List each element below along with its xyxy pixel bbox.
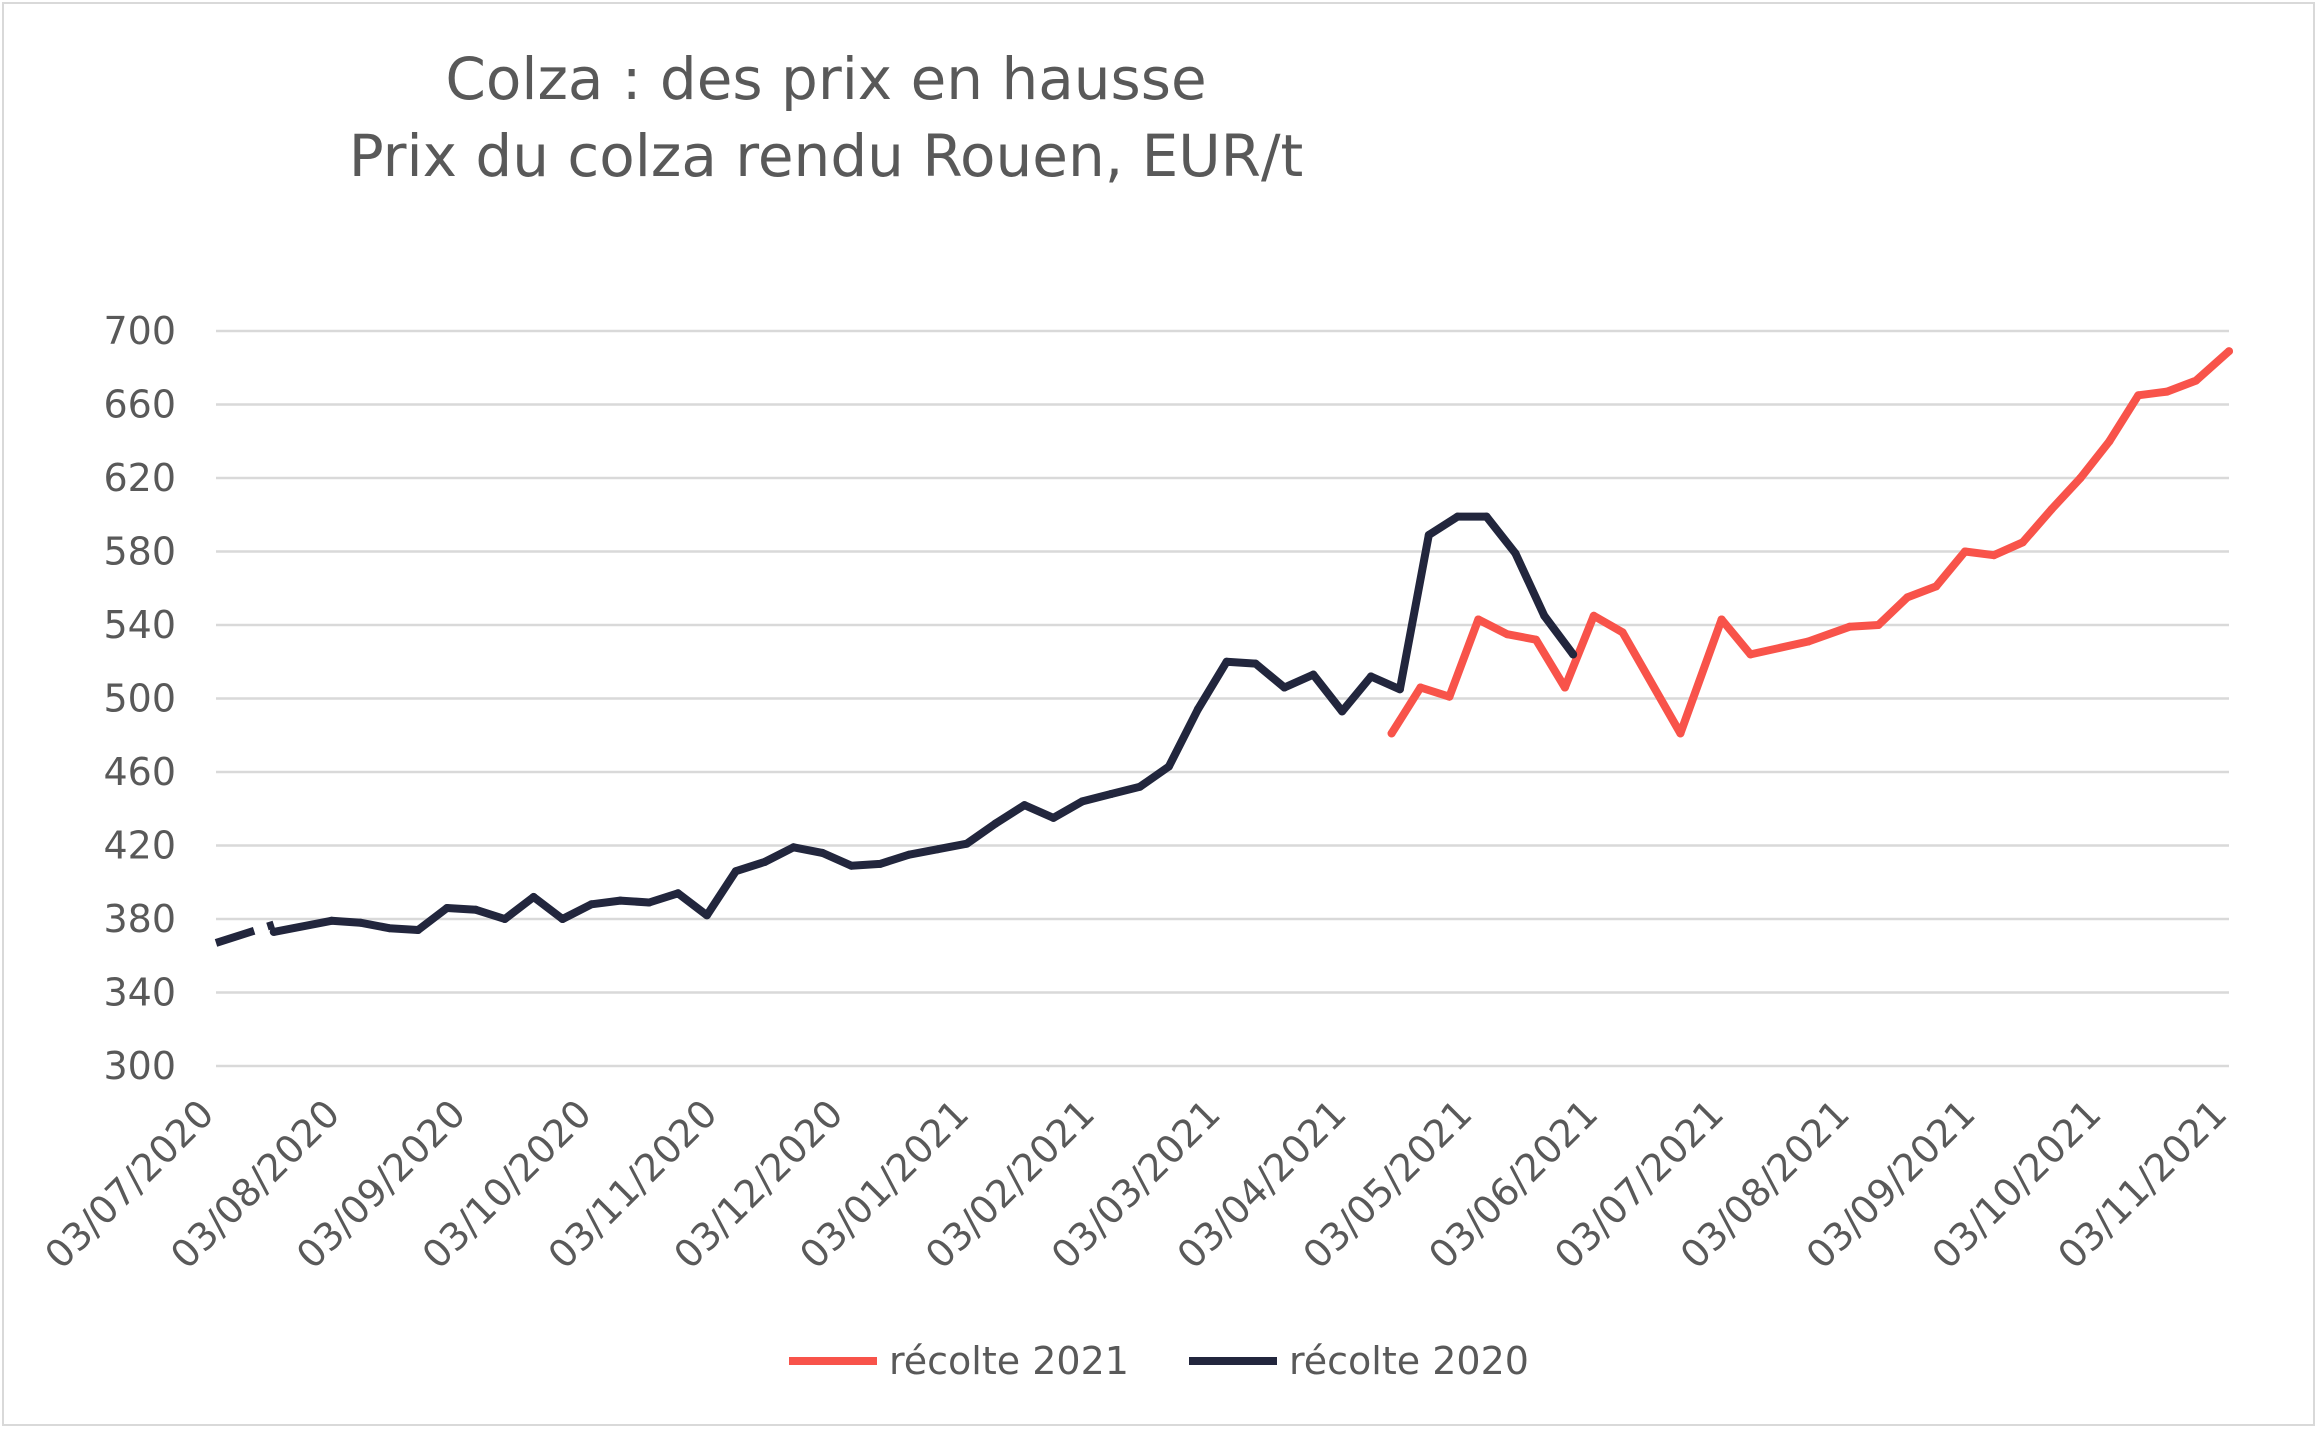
- series-recolte-2020-line: [269, 512, 1578, 936]
- series-recolte-2020-point: [760, 858, 769, 866]
- series-recolte-2021-point: [2105, 437, 2114, 446]
- y-tick-label: 380: [103, 897, 176, 941]
- legend-label: récolte 2021: [889, 1339, 1129, 1383]
- series-recolte-2021-point: [1746, 650, 1755, 659]
- series-recolte-2021-point: [1845, 622, 1854, 631]
- series-recolte-2021-point: [2225, 347, 2233, 356]
- y-tick-label: 540: [103, 603, 176, 647]
- y-tick-label: 500: [103, 677, 176, 721]
- y-axis-ticks: 300 340 380 420 460 500 540 580 620 660 700: [103, 309, 176, 1088]
- legend-item-recolte-2020: récolte 2020: [1189, 1339, 1529, 1383]
- series-recolte-2021-point: [2163, 387, 2172, 396]
- series-recolte-2021-point: [1618, 628, 1627, 637]
- series-recolte-2020-point: [1136, 782, 1144, 791]
- series-recolte-2020-point: [327, 916, 336, 925]
- series-recolte-2021-point: [1717, 615, 1726, 624]
- series-recolte-2020-point: [356, 918, 365, 927]
- series-recolte-2021-point: [1676, 729, 1685, 738]
- series-recolte-2020-point: [847, 861, 856, 870]
- series-recolte-2020-point: [991, 819, 1000, 828]
- y-tick-label: 300: [103, 1044, 176, 1088]
- series-recolte-2020-point: [1540, 611, 1549, 620]
- series-recolte-2020-point: [1453, 512, 1462, 521]
- series-recolte-2020-point: [558, 915, 567, 923]
- series-recolte-2020-point: [1107, 790, 1116, 798]
- series-recolte-2020-point: [500, 915, 509, 923]
- series-recolte-2020-point: [616, 896, 625, 905]
- series-recolte-2020-point: [587, 900, 596, 909]
- series-recolte-2020-point: [1482, 512, 1491, 521]
- series-recolte-2020-point: [1367, 672, 1375, 681]
- series-recolte-2020-point: [1424, 531, 1433, 539]
- series-recolte-2021-point: [1503, 630, 1512, 639]
- series-recolte-2020-point: [1222, 657, 1231, 666]
- series-recolte-2021-point: [1932, 582, 1941, 591]
- series-recolte-2021-point: [1589, 611, 1598, 620]
- series-recolte-2020-point: [1078, 797, 1087, 806]
- series-recolte-2021-point: [1961, 547, 1969, 556]
- chart-title: Colza : des prix en hausse: [445, 45, 1206, 113]
- x-axis-ticks: 03/07/202003/08/202003/09/202003/10/2020…: [36, 1091, 2235, 1277]
- series-recolte-2020-point: [443, 904, 451, 912]
- series-recolte-2020-point: [645, 898, 654, 907]
- y-tick-label: 660: [103, 383, 176, 427]
- line-chart: Colza : des prix en hausse Prix du colza…: [36, 45, 2235, 1383]
- series-recolte-2021-point: [2018, 538, 2027, 547]
- series-recolte-2020-dashed-line: [214, 920, 276, 947]
- series-recolte-2021-line: [1387, 347, 2233, 738]
- series-recolte-2020-point: [385, 924, 394, 933]
- series-recolte-2021-point: [1560, 683, 1569, 692]
- series-recolte-2021-point: [1874, 621, 1883, 629]
- y-tick-label: 580: [103, 530, 176, 574]
- series-recolte-2021-point: [1804, 637, 1813, 646]
- series-recolte-2020-point: [269, 927, 278, 936]
- y-tick-label: 700: [103, 309, 176, 353]
- series-recolte-2020-point: [1251, 659, 1260, 668]
- series-recolte-2020-point: [1395, 685, 1404, 694]
- series-recolte-2020-point: [471, 905, 480, 914]
- series-recolte-2020-point: [1164, 762, 1173, 771]
- series-recolte-2020-point: [1280, 683, 1289, 692]
- series-recolte-2020-point: [789, 843, 798, 852]
- series-recolte-2021-point: [2076, 474, 2085, 482]
- legend-item-recolte-2021: récolte 2021: [789, 1339, 1129, 1383]
- series-recolte-2021-point: [1532, 635, 1540, 644]
- legend: récolte 2021 récolte 2020: [789, 1339, 1529, 1383]
- series-recolte-2021-point: [2192, 376, 2200, 385]
- series-recolte-2021-point: [1474, 615, 1483, 624]
- y-tick-label: 460: [103, 750, 176, 794]
- series-recolte-2020-point: [818, 848, 827, 857]
- series-recolte-2020-point: [933, 845, 942, 854]
- series-recolte-2021-point: [1387, 729, 1396, 738]
- series-recolte-2020-point: [1569, 650, 1578, 659]
- series-recolte-2020-point: [1338, 707, 1347, 716]
- series-recolte-2020-point: [1020, 801, 1029, 810]
- series-recolte-2021-point: [1989, 551, 1998, 560]
- legend-label: récolte 2020: [1289, 1339, 1529, 1383]
- series-recolte-2021-point: [1445, 692, 1454, 701]
- series-recolte-2021-point: [2047, 505, 2056, 514]
- series-recolte-2020-point: [414, 926, 423, 934]
- y-tick-label: 420: [103, 824, 176, 868]
- series-recolte-2020-point: [962, 839, 971, 848]
- series-recolte-2020-point: [876, 859, 885, 868]
- series-recolte-2020-point: [702, 911, 711, 920]
- chart-subtitle: Prix du colza rendu Rouen, EUR/t: [349, 122, 1304, 190]
- series-recolte-2021-point: [2134, 391, 2143, 400]
- series-recolte-2021-point: [1903, 593, 1912, 602]
- series-lines: [214, 347, 2233, 947]
- series-recolte-2020-point: [731, 867, 740, 876]
- series-recolte-2020-point: [529, 893, 538, 901]
- series-recolte-2020-point: [1511, 549, 1520, 558]
- series-recolte-2021-point: [1416, 683, 1425, 692]
- series-recolte-2020-point: [1193, 705, 1202, 714]
- series-recolte-2020-point: [674, 889, 682, 898]
- y-tick-label: 340: [103, 971, 176, 1015]
- gridlines: [216, 329, 2229, 1068]
- series-recolte-2020-point: [1309, 670, 1318, 679]
- series-recolte-2020-point: [1049, 813, 1058, 822]
- series-recolte-2020-point: [905, 850, 913, 859]
- y-tick-label: 620: [103, 456, 176, 500]
